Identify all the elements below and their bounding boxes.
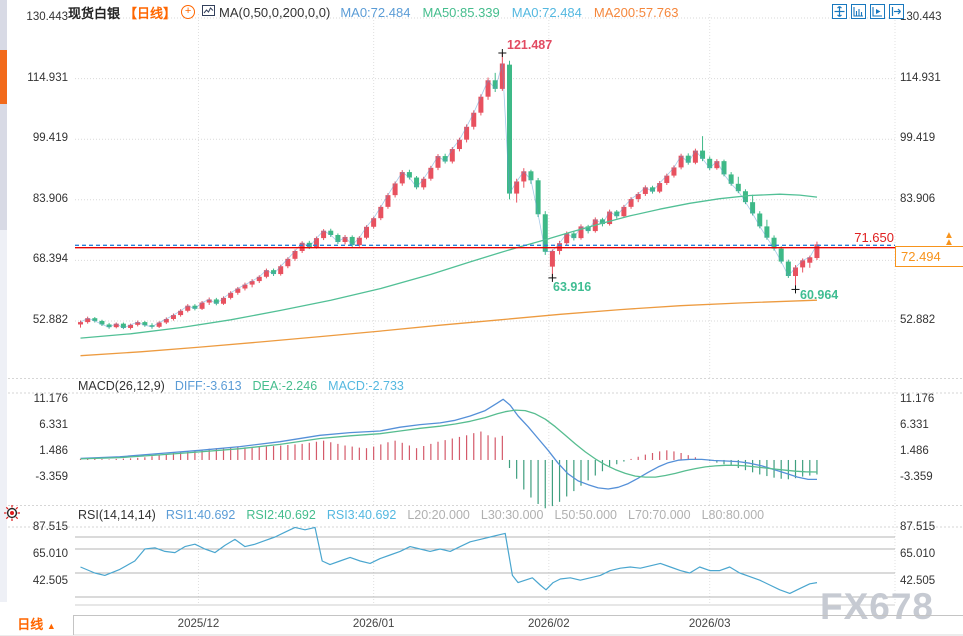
y-axis-label-left: 130.443 [26, 11, 68, 23]
rsi-l20-value: L20:20.000 [407, 508, 470, 522]
chart-title-bar: 现货白银 【日线】 + MA(0,50,0,200,0,0) MA0:72.48… [68, 3, 690, 21]
low-price-annotation-feb: 63.916 [553, 280, 592, 294]
y-axis-label-right: 87.515 [900, 521, 936, 533]
y-axis-label-left: 52.882 [32, 313, 68, 326]
timeframe-label: 【日线】 [124, 5, 177, 21]
y-axis-label-left: -3.359 [35, 470, 68, 483]
y-axis-label-left: 87.515 [32, 521, 68, 533]
y-axis-label-left: 1.486 [39, 445, 68, 457]
y-axis-label-right: 83.906 [900, 192, 936, 205]
y-axis-label-left: 11.176 [33, 393, 68, 405]
macd-formula: MACD(26,12,9) [78, 379, 165, 393]
rsi3-value: RSI3:40.692 [326, 508, 397, 522]
play-forward-icon[interactable] [870, 4, 885, 19]
y-axis-label-right: 11.176 [900, 393, 935, 405]
x-axis-label: 2026/01 [352, 618, 395, 630]
timeframe-selector[interactable]: 日线 ▲ [0, 615, 74, 635]
rsi-l80-value: L80:80.000 [701, 508, 765, 522]
macd-diff-value: DIFF:-3.613 [174, 379, 242, 393]
rsi-l30-value: L30:30.000 [480, 508, 544, 522]
y-axis-label-left: 68.394 [32, 253, 68, 266]
x-axis-label: 2025/12 [177, 618, 220, 630]
add-indicator-icon[interactable]: + [181, 5, 196, 19]
pan-icon[interactable] [832, 4, 847, 19]
left-scrollbar-thumb[interactable] [0, 50, 7, 104]
ma50-value: MA50:85.339 [422, 4, 500, 20]
macd-pane-header: MACD(26,12,9) DIFF:-3.613 DEA:-2.246 MAC… [78, 379, 415, 393]
horizontal-line-price-label: 71.650 [854, 230, 894, 245]
fit-horizontal-icon[interactable] [851, 4, 866, 19]
left-scrollbar-track[interactable] [0, 0, 7, 230]
x-axis-label: 2026/02 [528, 618, 570, 630]
y-axis-label-right: 65.010 [900, 547, 936, 560]
chart-toolbar [832, 4, 904, 19]
period-up-icon: ▲ [46, 621, 56, 631]
price-up-marker-icon: ▲ ▲ [944, 230, 954, 248]
symbol-name: 现货白银 [68, 5, 121, 21]
y-axis-label-left: 65.010 [32, 547, 68, 560]
y-axis-label-left: 114.931 [27, 71, 68, 84]
rsi-l70-value: L70:70.000 [628, 508, 691, 522]
y-axis-label-right: -3.359 [900, 470, 933, 483]
x-axis-label: 2026/03 [688, 618, 731, 630]
y-axis-label-left: 83.906 [32, 192, 68, 205]
ma-formula: MA(0,50,0,200,0,0) [219, 4, 331, 20]
rsi-formula: RSI(14,14,14) [78, 508, 156, 522]
watermark: FX678 [820, 586, 935, 627]
bottom-axis-separator [0, 615, 963, 616]
timeframe-selector-label: 日线 [17, 617, 44, 632]
left-scrollbar-track-lower[interactable] [0, 230, 7, 602]
rsi2-value: RSI2:40.692 [246, 508, 316, 522]
last-price-badge: 72.494 [895, 246, 963, 267]
y-axis-label-right: 52.882 [900, 313, 936, 326]
rsi1-value: RSI1:40.692 [165, 508, 236, 522]
jump-latest-icon[interactable] [889, 4, 904, 19]
y-axis-label-left: 42.505 [32, 574, 68, 587]
y-axis-label-right: 99.419 [900, 132, 936, 145]
y-axis-label-left: 99.419 [32, 132, 68, 145]
rsi-pane-header: RSI(14,14,14) RSI1:40.692 RSI2:40.692 RS… [78, 508, 775, 522]
low-price-annotation-mar: 60.964 [800, 288, 839, 302]
y-axis-label-right: 114.931 [900, 71, 941, 84]
y-axis-label-right: 130.443 [900, 11, 942, 23]
y-axis-label-right: 6.331 [900, 419, 929, 431]
y-axis-label-right: 1.486 [900, 445, 929, 457]
rsi-l50-value: L50:50.000 [554, 508, 618, 522]
ma200-value: MA200:57.763 [593, 4, 679, 20]
ma0-value: MA0:72.484 [340, 4, 411, 20]
indicator-chart-icon [202, 4, 216, 20]
high-price-annotation: 121.487 [507, 38, 553, 52]
ma0-second-value: MA0:72.484 [511, 4, 582, 20]
alert-sun-icon[interactable] [3, 504, 21, 527]
y-axis-label-left: 6.331 [39, 419, 68, 431]
y-axis-label-right: 42.505 [900, 574, 936, 587]
macd-dea-value: DEA:-2.246 [252, 379, 318, 393]
macd-macd-value: MACD:-2.733 [328, 379, 404, 393]
